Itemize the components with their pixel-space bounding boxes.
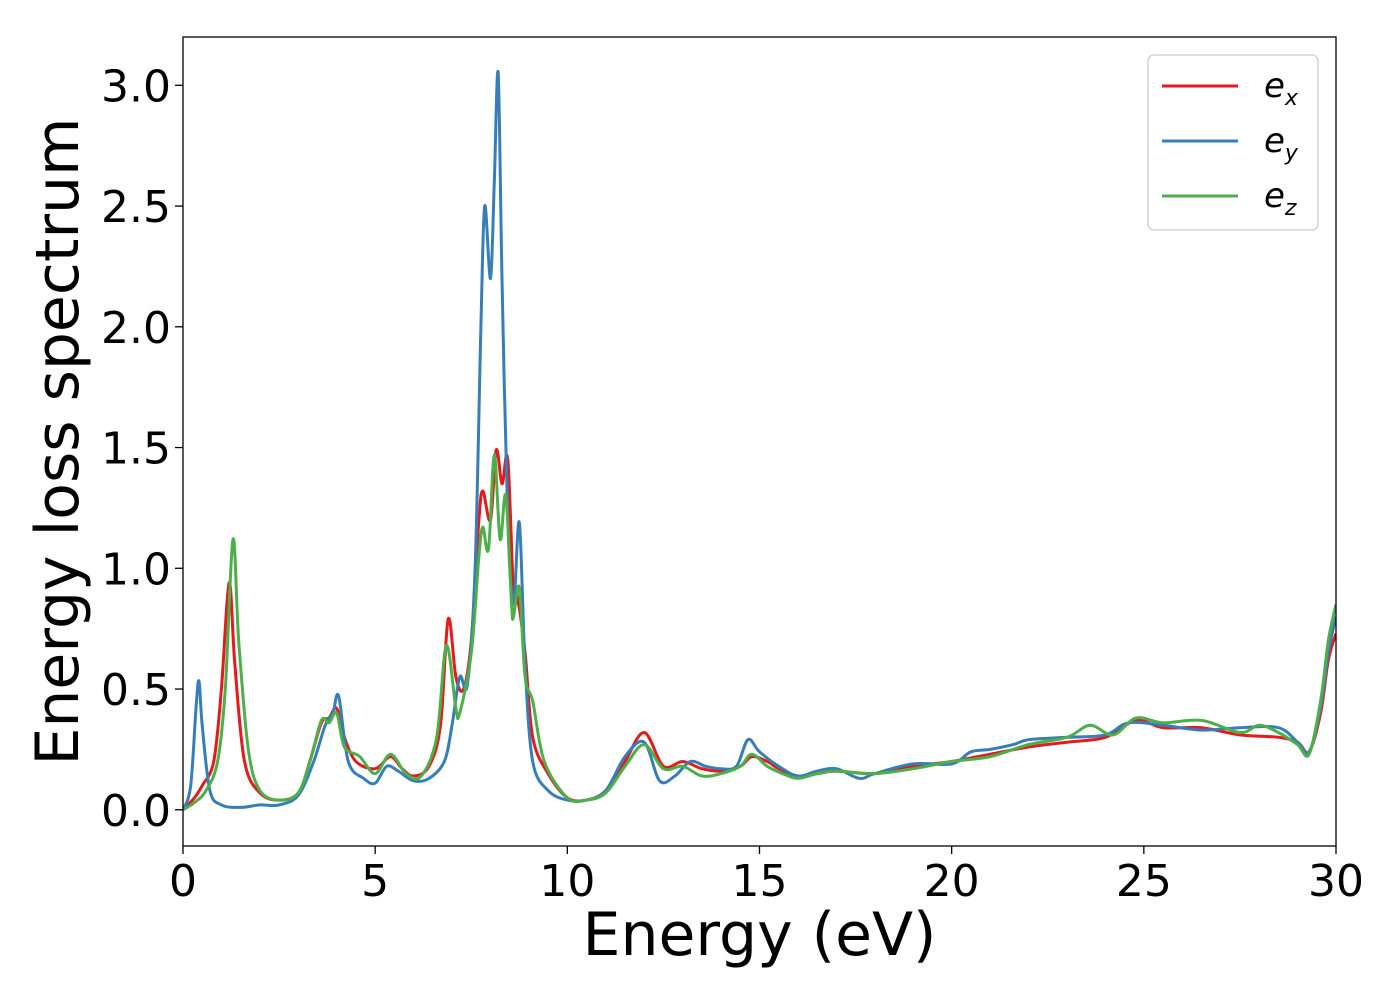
x-tick-label: 25 [1116,856,1172,907]
legend-label-subscript: y [1284,141,1299,166]
plot-lines [183,69,1336,812]
y-tick-label: 1.5 [101,424,171,475]
series-line-z [183,453,1336,812]
legend-label-subscript: x [1284,86,1299,111]
legend-label-x: ex [1264,66,1299,111]
legend-label-base: e [1264,121,1285,161]
x-tick-label: 10 [539,856,595,907]
y-axis-title: Energy loss spectrum [23,117,93,765]
y-tick-label: 0.5 [101,665,171,716]
legend-label-base: e [1264,66,1285,106]
legend-label-base: e [1264,176,1285,216]
x-tick-label: 20 [924,856,980,907]
x-tick-label: 15 [732,856,788,907]
x-tick-label: 0 [169,856,197,907]
y-tick-label: 3.0 [101,61,171,112]
plot-frame [182,36,1337,847]
y-tick-label: 2.5 [101,182,171,233]
y-tick-label: 1.0 [101,544,171,595]
legend-label-subscript: z [1284,196,1297,221]
x-axis-title: Energy (eV) [583,900,937,970]
legend-label-y: ey [1264,121,1299,166]
x-tick-label: 5 [361,856,389,907]
ticks-layer: 0 5 10 15 20 25 30 0.0 0.5 1.0 1.5 2.0 2.5 3.0 [101,61,1364,907]
y-tick-label: 0.0 [101,786,171,837]
x-tick-label: 30 [1308,856,1364,907]
y-tick-label: 2.0 [101,303,171,354]
legend-label-z: ez [1264,176,1297,221]
